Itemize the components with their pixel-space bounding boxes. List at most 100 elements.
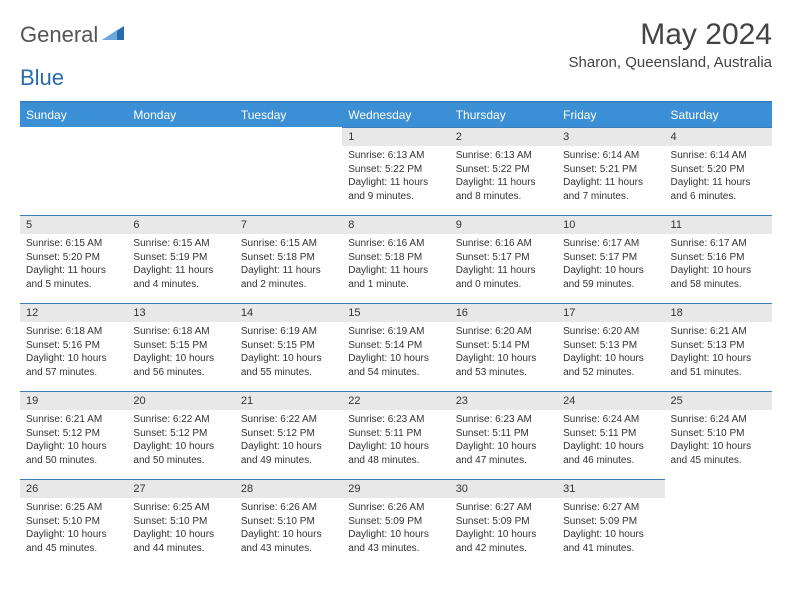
day-wrap: 5Sunrise: 6:15 AMSunset: 5:20 PMDaylight… [20, 215, 127, 297]
weekday-header: Thursday [450, 102, 557, 127]
day-wrap: 4Sunrise: 6:14 AMSunset: 5:20 PMDaylight… [665, 127, 772, 209]
day-info: Sunrise: 6:27 AMSunset: 5:09 PMDaylight:… [450, 498, 557, 561]
calendar-cell: 18Sunrise: 6:21 AMSunset: 5:13 PMDayligh… [665, 303, 772, 391]
weekday-header: Sunday [20, 102, 127, 127]
day-wrap: 14Sunrise: 6:19 AMSunset: 5:15 PMDayligh… [235, 303, 342, 385]
day-info: Sunrise: 6:26 AMSunset: 5:09 PMDaylight:… [342, 498, 449, 561]
weekday-header: Wednesday [342, 102, 449, 127]
triangle-icon [102, 24, 124, 47]
day-info: Sunrise: 6:22 AMSunset: 5:12 PMDaylight:… [127, 410, 234, 473]
calendar-cell: 15Sunrise: 6:19 AMSunset: 5:14 PMDayligh… [342, 303, 449, 391]
calendar-cell: 7Sunrise: 6:15 AMSunset: 5:18 PMDaylight… [235, 215, 342, 303]
weekday-header-row: SundayMondayTuesdayWednesdayThursdayFrid… [20, 102, 772, 127]
day-wrap: 25Sunrise: 6:24 AMSunset: 5:10 PMDayligh… [665, 391, 772, 473]
calendar-cell: 3Sunrise: 6:14 AMSunset: 5:21 PMDaylight… [557, 127, 664, 215]
day-number: 5 [20, 216, 127, 234]
calendar-week-row: 1Sunrise: 6:13 AMSunset: 5:22 PMDaylight… [20, 127, 772, 215]
day-info: Sunrise: 6:21 AMSunset: 5:12 PMDaylight:… [20, 410, 127, 473]
calendar-week-row: 5Sunrise: 6:15 AMSunset: 5:20 PMDaylight… [20, 215, 772, 303]
calendar-cell [127, 127, 234, 215]
day-number: 31 [557, 480, 664, 498]
logo-text-general: General [20, 22, 98, 48]
day-number: 2 [450, 128, 557, 146]
day-wrap: 28Sunrise: 6:26 AMSunset: 5:10 PMDayligh… [235, 479, 342, 561]
calendar-cell: 28Sunrise: 6:26 AMSunset: 5:10 PMDayligh… [235, 479, 342, 567]
calendar-cell: 24Sunrise: 6:24 AMSunset: 5:11 PMDayligh… [557, 391, 664, 479]
calendar-cell: 25Sunrise: 6:24 AMSunset: 5:10 PMDayligh… [665, 391, 772, 479]
day-number: 7 [235, 216, 342, 234]
day-number: 20 [127, 392, 234, 410]
calendar-cell [665, 479, 772, 567]
day-info: Sunrise: 6:23 AMSunset: 5:11 PMDaylight:… [450, 410, 557, 473]
calendar-cell: 27Sunrise: 6:25 AMSunset: 5:10 PMDayligh… [127, 479, 234, 567]
weekday-header: Saturday [665, 102, 772, 127]
day-number: 25 [665, 392, 772, 410]
day-info: Sunrise: 6:18 AMSunset: 5:15 PMDaylight:… [127, 322, 234, 385]
day-wrap: 26Sunrise: 6:25 AMSunset: 5:10 PMDayligh… [20, 479, 127, 561]
day-info: Sunrise: 6:14 AMSunset: 5:21 PMDaylight:… [557, 146, 664, 209]
day-wrap: 8Sunrise: 6:16 AMSunset: 5:18 PMDaylight… [342, 215, 449, 297]
day-wrap: 6Sunrise: 6:15 AMSunset: 5:19 PMDaylight… [127, 215, 234, 297]
calendar-table: SundayMondayTuesdayWednesdayThursdayFrid… [20, 101, 772, 567]
day-info: Sunrise: 6:24 AMSunset: 5:10 PMDaylight:… [665, 410, 772, 473]
day-info: Sunrise: 6:17 AMSunset: 5:17 PMDaylight:… [557, 234, 664, 297]
day-number: 1 [342, 128, 449, 146]
calendar-cell: 11Sunrise: 6:17 AMSunset: 5:16 PMDayligh… [665, 215, 772, 303]
calendar-cell: 19Sunrise: 6:21 AMSunset: 5:12 PMDayligh… [20, 391, 127, 479]
calendar-week-row: 26Sunrise: 6:25 AMSunset: 5:10 PMDayligh… [20, 479, 772, 567]
day-wrap: 19Sunrise: 6:21 AMSunset: 5:12 PMDayligh… [20, 391, 127, 473]
day-wrap: 12Sunrise: 6:18 AMSunset: 5:16 PMDayligh… [20, 303, 127, 385]
month-title: May 2024 [569, 18, 772, 52]
day-info: Sunrise: 6:16 AMSunset: 5:18 PMDaylight:… [342, 234, 449, 297]
calendar-cell: 16Sunrise: 6:20 AMSunset: 5:14 PMDayligh… [450, 303, 557, 391]
day-number: 4 [665, 128, 772, 146]
calendar-cell: 2Sunrise: 6:13 AMSunset: 5:22 PMDaylight… [450, 127, 557, 215]
day-info: Sunrise: 6:19 AMSunset: 5:14 PMDaylight:… [342, 322, 449, 385]
day-wrap: 20Sunrise: 6:22 AMSunset: 5:12 PMDayligh… [127, 391, 234, 473]
calendar-cell: 1Sunrise: 6:13 AMSunset: 5:22 PMDaylight… [342, 127, 449, 215]
day-number: 10 [557, 216, 664, 234]
day-number: 23 [450, 392, 557, 410]
calendar-cell: 17Sunrise: 6:20 AMSunset: 5:13 PMDayligh… [557, 303, 664, 391]
day-number: 30 [450, 480, 557, 498]
day-info: Sunrise: 6:22 AMSunset: 5:12 PMDaylight:… [235, 410, 342, 473]
day-info: Sunrise: 6:15 AMSunset: 5:20 PMDaylight:… [20, 234, 127, 297]
weekday-header: Monday [127, 102, 234, 127]
day-wrap: 17Sunrise: 6:20 AMSunset: 5:13 PMDayligh… [557, 303, 664, 385]
day-info: Sunrise: 6:21 AMSunset: 5:13 PMDaylight:… [665, 322, 772, 385]
day-number: 22 [342, 392, 449, 410]
calendar-cell: 8Sunrise: 6:16 AMSunset: 5:18 PMDaylight… [342, 215, 449, 303]
day-wrap: 21Sunrise: 6:22 AMSunset: 5:12 PMDayligh… [235, 391, 342, 473]
day-wrap: 1Sunrise: 6:13 AMSunset: 5:22 PMDaylight… [342, 127, 449, 209]
day-number: 26 [20, 480, 127, 498]
calendar-cell: 31Sunrise: 6:27 AMSunset: 5:09 PMDayligh… [557, 479, 664, 567]
day-number: 8 [342, 216, 449, 234]
calendar-cell: 26Sunrise: 6:25 AMSunset: 5:10 PMDayligh… [20, 479, 127, 567]
logo: General [20, 18, 126, 48]
calendar-cell: 20Sunrise: 6:22 AMSunset: 5:12 PMDayligh… [127, 391, 234, 479]
day-number: 3 [557, 128, 664, 146]
weekday-header: Friday [557, 102, 664, 127]
day-wrap: 7Sunrise: 6:15 AMSunset: 5:18 PMDaylight… [235, 215, 342, 297]
day-number: 9 [450, 216, 557, 234]
day-number: 18 [665, 304, 772, 322]
day-info: Sunrise: 6:18 AMSunset: 5:16 PMDaylight:… [20, 322, 127, 385]
logo-text-blue: Blue [20, 65, 64, 91]
calendar-cell: 10Sunrise: 6:17 AMSunset: 5:17 PMDayligh… [557, 215, 664, 303]
day-wrap: 13Sunrise: 6:18 AMSunset: 5:15 PMDayligh… [127, 303, 234, 385]
calendar-cell: 4Sunrise: 6:14 AMSunset: 5:20 PMDaylight… [665, 127, 772, 215]
calendar-cell: 9Sunrise: 6:16 AMSunset: 5:17 PMDaylight… [450, 215, 557, 303]
calendar-cell: 22Sunrise: 6:23 AMSunset: 5:11 PMDayligh… [342, 391, 449, 479]
day-info: Sunrise: 6:26 AMSunset: 5:10 PMDaylight:… [235, 498, 342, 561]
day-info: Sunrise: 6:20 AMSunset: 5:14 PMDaylight:… [450, 322, 557, 385]
day-info: Sunrise: 6:19 AMSunset: 5:15 PMDaylight:… [235, 322, 342, 385]
weekday-header: Tuesday [235, 102, 342, 127]
day-number: 13 [127, 304, 234, 322]
calendar-cell: 6Sunrise: 6:15 AMSunset: 5:19 PMDaylight… [127, 215, 234, 303]
day-info: Sunrise: 6:25 AMSunset: 5:10 PMDaylight:… [127, 498, 234, 561]
day-info: Sunrise: 6:25 AMSunset: 5:10 PMDaylight:… [20, 498, 127, 561]
day-info: Sunrise: 6:27 AMSunset: 5:09 PMDaylight:… [557, 498, 664, 561]
day-number: 15 [342, 304, 449, 322]
day-number: 19 [20, 392, 127, 410]
calendar-body: 1Sunrise: 6:13 AMSunset: 5:22 PMDaylight… [20, 127, 772, 567]
